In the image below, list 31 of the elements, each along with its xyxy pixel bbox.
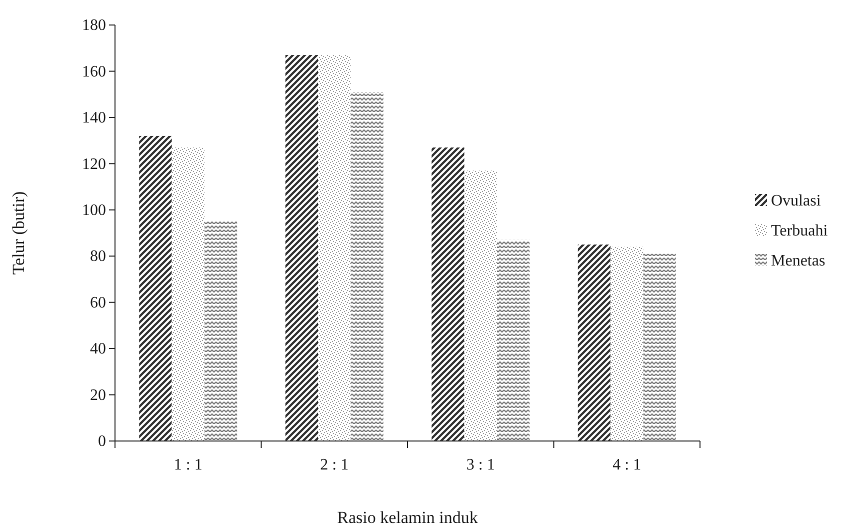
- bar: [285, 55, 318, 441]
- legend-label: Ovulasi: [771, 192, 822, 210]
- y-tick-label: 60: [90, 294, 106, 312]
- y-tick-label: 120: [82, 156, 106, 173]
- bar: [350, 92, 384, 441]
- bar: [204, 221, 238, 441]
- bar: [464, 170, 497, 441]
- x-tick-label: 4 : 1: [612, 456, 642, 474]
- y-tick-label: 160: [82, 63, 106, 80]
- bar: [432, 147, 464, 441]
- x-tick-label: 2 : 1: [320, 456, 349, 474]
- x-axis-title: Rasio kelamin induk: [337, 508, 478, 527]
- bar: [610, 246, 644, 441]
- y-tick-label: 100: [82, 202, 106, 220]
- x-tick-label: 1 : 1: [174, 456, 202, 474]
- legend-label: Menetas: [771, 252, 826, 270]
- y-tick-label: 20: [90, 386, 106, 404]
- x-tick-label: 3 : 1: [466, 456, 495, 474]
- y-tick-label: 0: [98, 433, 106, 450]
- bar: [496, 240, 530, 441]
- bar: [643, 254, 676, 441]
- y-tick-label: 40: [90, 340, 106, 358]
- legend-label: Terbuahi: [771, 222, 828, 240]
- y-tick-label: 180: [82, 17, 106, 34]
- bar: [318, 55, 351, 441]
- bar: [172, 147, 204, 441]
- bar: [139, 136, 172, 441]
- bar: [578, 244, 611, 441]
- y-tick-label: 80: [90, 248, 106, 266]
- y-tick-label: 140: [82, 110, 106, 127]
- y-axis-title: Telur (butir): [9, 191, 28, 275]
